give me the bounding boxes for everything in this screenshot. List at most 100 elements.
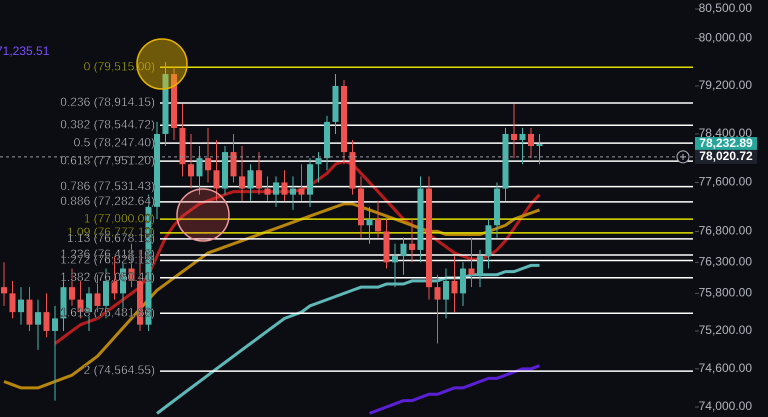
candle-body <box>69 287 75 300</box>
y-tick-label: 80,500.00 <box>699 1 753 15</box>
candle-body <box>120 268 126 294</box>
candle-body <box>341 85 347 153</box>
candle-body <box>332 85 339 122</box>
candle-body <box>468 268 475 275</box>
candle-body <box>205 158 211 171</box>
fib-label: 1.272 (76,329.15) <box>60 253 155 267</box>
candle-body <box>52 318 58 331</box>
candle-body <box>256 170 262 189</box>
add-icon <box>680 153 686 160</box>
highlight-circle <box>176 188 230 242</box>
candle-body <box>188 164 194 177</box>
y-tick-label: 74,000.00 <box>699 399 753 413</box>
candle-body <box>171 74 177 128</box>
fib-label: 1.13 (76,678.15) <box>67 231 155 245</box>
candle-body <box>86 293 92 313</box>
fib-label: 1.382 (76,050.41) <box>60 270 155 284</box>
candle-body <box>460 268 466 294</box>
overlay <box>136 38 230 242</box>
candle-body <box>230 152 237 177</box>
candle-body <box>222 152 228 189</box>
candle-body <box>239 176 245 189</box>
candle-body <box>145 206 152 325</box>
fib-label: 1 (77,000.00) <box>84 211 155 225</box>
candle-body <box>298 188 305 195</box>
candle-body <box>519 133 526 140</box>
price-label-box <box>695 137 757 152</box>
candle-body <box>324 121 330 159</box>
y-tick-label: 79,200.00 <box>699 78 753 92</box>
candle-body <box>528 133 534 147</box>
candle-body <box>290 188 296 195</box>
candle-body <box>358 188 364 226</box>
candle-body <box>26 299 33 325</box>
candle-body <box>443 280 449 300</box>
candle-body <box>417 188 424 250</box>
candle-body <box>103 280 109 306</box>
candle-body <box>494 188 500 226</box>
candle-body <box>273 182 279 195</box>
fib-label: 0.236 (78,914.15) <box>60 95 155 109</box>
fib-label: 2 (74,564.55) <box>84 363 155 377</box>
moving-average <box>156 263 540 415</box>
y-tick-label: 77,600.00 <box>699 175 753 189</box>
y-tick-label: 80,000.00 <box>699 31 753 45</box>
y-tick-label: 76,800.00 <box>699 224 753 238</box>
candle-body <box>392 256 398 263</box>
fib-label: 0.5 (78,247.40) <box>74 135 155 149</box>
candle-body <box>366 219 373 226</box>
candle-body <box>162 74 169 134</box>
y-tick-label: 74,600.00 <box>699 361 753 375</box>
candle-body <box>247 170 254 189</box>
candle-body <box>315 158 322 165</box>
y-tick-label: 75,800.00 <box>699 286 753 300</box>
fib-label: 0.618 (77,951.20) <box>60 153 155 167</box>
candle-body <box>409 243 415 250</box>
candle-body <box>213 170 220 189</box>
price-label-box <box>695 149 757 164</box>
candle-body <box>35 312 41 325</box>
fib-label: 0.786 (77,531.43) <box>60 179 155 193</box>
price-label: 78,020.72 <box>699 149 753 163</box>
left-price-label: 71,235.51 <box>0 44 50 58</box>
fib-label: 1.236 (76,418.16) <box>60 247 155 261</box>
candle-body <box>137 280 143 325</box>
candle-body <box>477 256 483 275</box>
candle-body <box>77 299 84 313</box>
y-tick-label: 76,300.00 <box>699 254 753 268</box>
fib-label: 1.09 (76,777.10) <box>67 225 155 239</box>
fib-label: 0.886 (77,282.64) <box>60 194 155 208</box>
candle-body <box>349 152 356 189</box>
candle-body <box>511 133 517 140</box>
candle-body <box>9 293 16 313</box>
highlight-circle <box>136 38 188 90</box>
candle-body <box>426 188 432 288</box>
plot-area: 0 (79,515.00)0.236 (78,914.15)0.382 (78,… <box>0 59 693 415</box>
moving-average <box>3 202 541 390</box>
y-tick-label: 75,200.00 <box>699 323 753 337</box>
candle-body <box>1 287 7 294</box>
price-axis: 80,500.00 80,000.00 79,200.00 78,400.00 77,6… <box>676 0 768 417</box>
candle-body <box>196 158 203 177</box>
y-tick-label: 78,400.00 <box>699 126 753 140</box>
candle-body <box>307 164 313 195</box>
candle-body <box>451 280 458 294</box>
candle-body <box>434 287 441 300</box>
price-label: 78,232.89 <box>699 136 753 150</box>
candle-body <box>375 219 381 232</box>
candle-body <box>264 188 271 195</box>
candle-body <box>179 127 186 165</box>
candle-body <box>111 280 118 294</box>
candle-body <box>485 225 492 257</box>
candle-body <box>281 182 288 195</box>
candle-body <box>383 231 390 263</box>
candle-body <box>536 144 543 147</box>
candle-body <box>60 287 67 319</box>
candle-body <box>154 133 160 207</box>
candle-body <box>400 243 407 257</box>
candle-body <box>18 299 24 313</box>
fib-label: 0.382 (78,544.72) <box>60 117 155 131</box>
